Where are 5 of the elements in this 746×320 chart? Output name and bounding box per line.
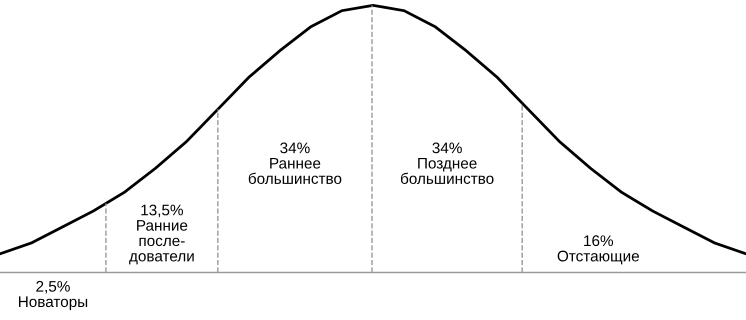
annotation: 34% Раннее большинство xyxy=(248,142,342,184)
text: 2,5% Новаторы xyxy=(19,280,88,310)
annotation: 13,5% Ранние после- дователи xyxy=(129,204,194,264)
annotation: 34% Позднее большинство xyxy=(400,142,494,184)
annotation: 16% Отстающие xyxy=(558,235,639,264)
